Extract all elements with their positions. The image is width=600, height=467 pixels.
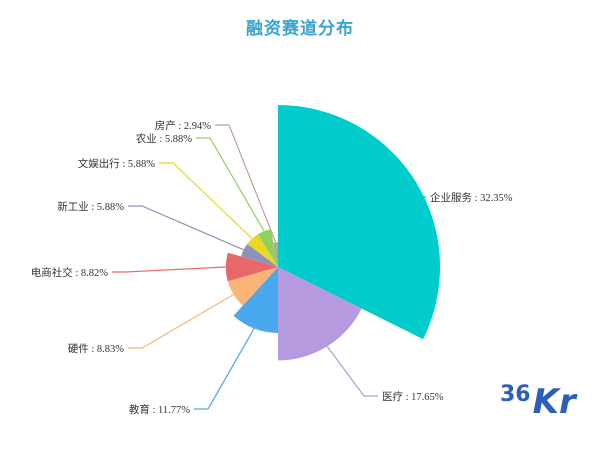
slice-label: 新工业 : 5.88%	[57, 200, 124, 213]
slice-label: 医疗 : 17.65%	[382, 390, 444, 403]
36kr-logo: 36Kr	[500, 382, 576, 422]
slice-label: 教育 : 11.77%	[129, 403, 190, 416]
slice-label: 硬件 : 8.83%	[68, 343, 125, 355]
leader-line	[411, 181, 426, 198]
leader-line	[112, 266, 226, 273]
slice-label: 文娱出行 : 5.88%	[78, 157, 156, 170]
rose-slice	[278, 105, 440, 340]
rose-slice	[227, 267, 278, 306]
rose-slice	[257, 229, 278, 267]
logo-letters: Kr	[532, 382, 576, 422]
leader-line	[159, 162, 253, 240]
rose-slice	[273, 242, 278, 267]
slice-label: 电商社交 : 8.82%	[31, 266, 109, 279]
logo-number: 36	[500, 382, 531, 407]
rose-slice	[233, 267, 278, 333]
rose-slice	[278, 267, 362, 361]
leader-line	[128, 205, 244, 251]
slice-label: 企业服务 : 32.35%	[430, 191, 513, 204]
rose-slice	[241, 243, 278, 267]
leader-line	[215, 124, 277, 243]
rose-slice	[225, 252, 278, 282]
slice-label: 农业 : 5.88%	[136, 132, 193, 145]
chart-title: 融资赛道分布	[246, 19, 354, 39]
rose-slice	[247, 234, 278, 267]
leader-line	[194, 328, 255, 410]
leader-line	[196, 137, 265, 232]
slice-label: 房产 : 2.94%	[155, 119, 212, 132]
leader-line	[326, 346, 378, 397]
leader-line	[128, 293, 234, 349]
